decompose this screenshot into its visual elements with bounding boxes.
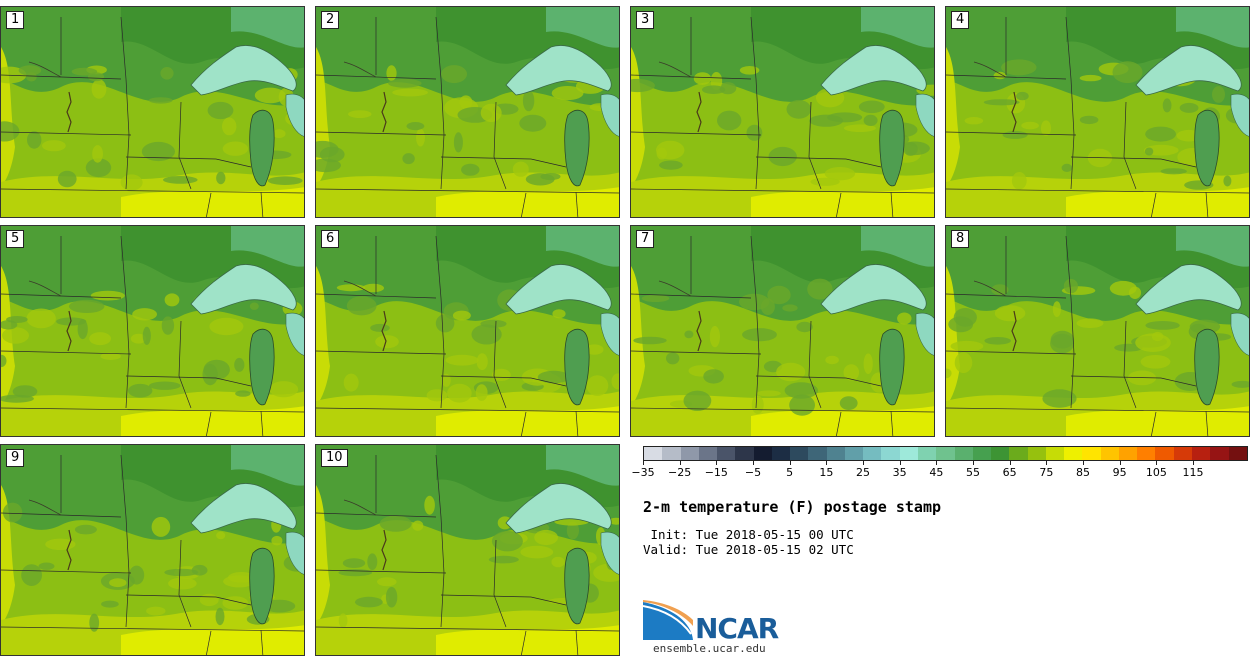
colorbar-swatch xyxy=(1045,447,1065,460)
ncar-logo-text: NCAR xyxy=(695,612,779,645)
site-url[interactable]: ensemble.ucar.edu xyxy=(653,642,766,655)
stamp-panel-10[interactable]: 10 xyxy=(315,444,620,656)
colorbar-swatch xyxy=(1210,447,1229,460)
colorbar-tickmark xyxy=(679,461,681,465)
colorbar-tickmark xyxy=(1156,461,1158,465)
colorbar-tick-label: 95 xyxy=(1112,466,1127,479)
colorbar-swatch xyxy=(1118,447,1138,460)
colorbar-swatch xyxy=(1228,447,1247,460)
colorbar-swatch xyxy=(1191,447,1211,460)
colorbar-tickmark xyxy=(716,461,718,465)
stamp-panel-9[interactable]: 9 xyxy=(0,444,305,656)
stamp-panel-3[interactable]: 3 xyxy=(630,6,935,218)
colorbar-swatch xyxy=(991,447,1010,460)
temperature-colorbar xyxy=(643,446,1248,461)
panel-number: 6 xyxy=(321,230,340,248)
colorbar-tick-label: 15 xyxy=(819,466,834,479)
colorbar-tickmark xyxy=(643,461,644,465)
colorbar-swatch xyxy=(1100,447,1119,460)
colorbar-swatch xyxy=(771,447,791,460)
colorbar-swatch xyxy=(1027,447,1046,460)
stamp-panel-4[interactable]: 4 xyxy=(945,6,1250,218)
colorbar-tick-label: −35 xyxy=(631,466,655,479)
colorbar-swatch xyxy=(881,447,900,460)
colorbar-swatch xyxy=(698,447,718,460)
colorbar-swatch xyxy=(917,447,937,460)
panel-number: 9 xyxy=(6,449,25,467)
colorbar-tickmark xyxy=(789,461,791,465)
colorbar-swatch xyxy=(753,447,772,460)
init-time: Init: Tue 2018-05-15 00 UTC xyxy=(643,527,854,542)
colorbar-swatch xyxy=(644,447,663,460)
colorbar-tick-label: 65 xyxy=(1002,466,1017,479)
panel-number: 7 xyxy=(636,230,655,248)
colorbar-tick-label: 55 xyxy=(966,466,980,479)
colorbar-swatch xyxy=(717,447,736,460)
panel-number: 2 xyxy=(321,11,340,29)
colorbar-tick-label: 85 xyxy=(1076,466,1090,479)
colorbar-tickmark xyxy=(1083,461,1084,465)
panel-number: 8 xyxy=(951,230,970,248)
colorbar-tickmark xyxy=(973,461,974,465)
colorbar-swatch xyxy=(844,447,864,460)
colorbar-swatch xyxy=(826,447,845,460)
colorbar-swatch xyxy=(790,447,809,460)
colorbar-tickmark xyxy=(936,461,938,465)
colorbar-swatch xyxy=(1137,447,1156,460)
colorbar-tick-label: 75 xyxy=(1039,466,1054,479)
colorbar-tick-label: −25 xyxy=(668,466,692,479)
colorbar-swatch xyxy=(808,447,827,460)
colorbar-tick-label: 45 xyxy=(929,466,944,479)
colorbar-tick-label: −5 xyxy=(744,466,762,479)
colorbar-tick-label: 35 xyxy=(892,466,907,479)
colorbar-swatch xyxy=(1155,447,1174,460)
colorbar-tickmark xyxy=(899,461,901,465)
colorbar-tickmark xyxy=(826,461,828,465)
colorbar-tickmark xyxy=(1119,461,1121,465)
colorbar-tickmark xyxy=(863,461,864,465)
colorbar-tick-label: 115 xyxy=(1182,466,1204,479)
colorbar-swatch xyxy=(972,447,992,460)
stamp-panel-7[interactable]: 7 xyxy=(630,225,935,437)
stamp-panel-2[interactable]: 2 xyxy=(315,6,620,218)
colorbar-swatch xyxy=(863,447,882,460)
panel-number: 1 xyxy=(6,11,25,29)
colorbar-swatch xyxy=(735,447,754,460)
colorbar-tick-label: 5 xyxy=(786,466,794,479)
panel-number: 3 xyxy=(636,11,655,29)
valid-time: Valid: Tue 2018-05-15 02 UTC xyxy=(643,542,854,557)
stamp-panel-5[interactable]: 5 xyxy=(0,225,305,437)
colorbar-tick-label: 105 xyxy=(1145,466,1167,479)
colorbar-swatch xyxy=(680,447,699,460)
colorbar-tickmark xyxy=(1009,461,1011,465)
colorbar-tickmark xyxy=(1193,461,1194,465)
colorbar-tickmark xyxy=(1046,461,1048,465)
panel-number: 5 xyxy=(6,230,25,248)
panel-number: 4 xyxy=(951,11,970,29)
colorbar-swatch xyxy=(936,447,955,460)
colorbar-swatch xyxy=(1009,447,1028,460)
colorbar-swatch xyxy=(899,447,918,460)
stamp-panel-8[interactable]: 8 xyxy=(945,225,1250,437)
stamp-panel-6[interactable]: 6 xyxy=(315,225,620,437)
colorbar-tick-label: −15 xyxy=(704,466,728,479)
colorbar-tickmark xyxy=(753,461,754,465)
ncar-logo-icon xyxy=(643,600,693,640)
colorbar-swatch xyxy=(954,447,973,460)
colorbar-swatch xyxy=(662,447,681,460)
stamp-panel-1[interactable]: 1 xyxy=(0,6,305,218)
colorbar-swatch xyxy=(1173,447,1192,460)
colorbar-swatch xyxy=(1064,447,1083,460)
map-title: 2-m temperature (F) postage stamp xyxy=(643,498,942,516)
panel-number: 10 xyxy=(321,449,348,467)
colorbar-swatch xyxy=(1082,447,1101,460)
colorbar-tick-label: 25 xyxy=(856,466,870,479)
